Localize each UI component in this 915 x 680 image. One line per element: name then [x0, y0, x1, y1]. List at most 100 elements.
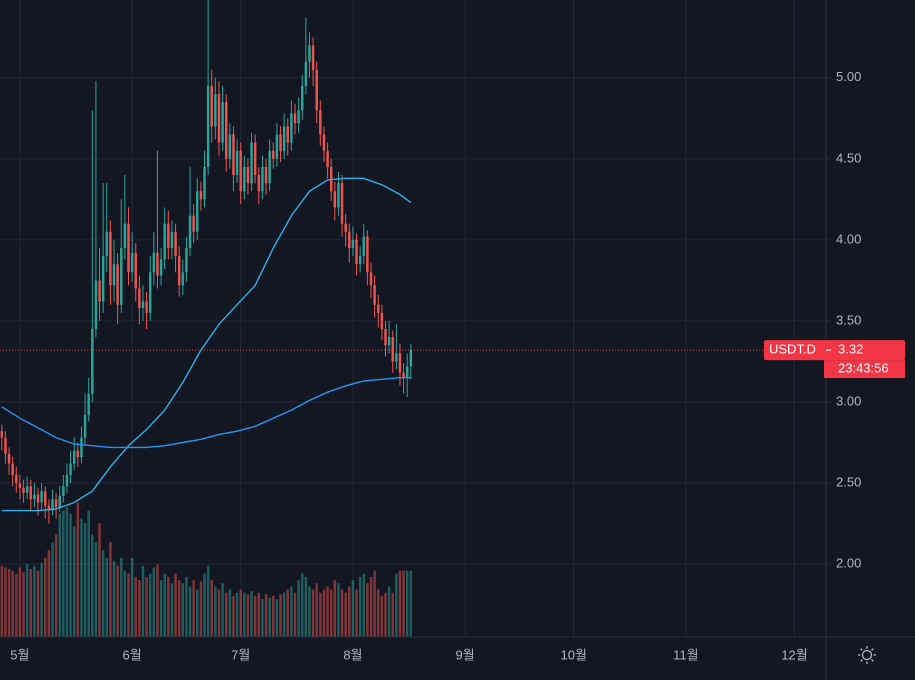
candle-body	[369, 272, 373, 286]
y-tick-label: 4.00	[836, 231, 861, 246]
volume-bar	[250, 591, 253, 637]
volume-bar	[54, 534, 58, 637]
moving-average-line	[1, 377, 411, 449]
volume-bar	[322, 589, 326, 637]
volume-bar	[4, 567, 7, 637]
candle-body	[322, 134, 326, 151]
candle-body	[286, 126, 289, 143]
volume-pane	[0, 502, 413, 637]
countdown-label: 23:43:56	[838, 361, 889, 376]
candle-body	[51, 499, 54, 511]
volume-bar	[228, 589, 232, 637]
volume-bar	[7, 569, 11, 637]
candle-body	[409, 350, 413, 367]
y-tick-label: 4.50	[836, 150, 861, 165]
volume-bar	[286, 589, 289, 637]
x-tick-label: 7월	[231, 647, 250, 662]
volume-bar	[377, 589, 380, 637]
moving-average-line	[1, 177, 412, 512]
volume-bar	[40, 562, 43, 637]
candle-body	[145, 301, 148, 313]
volume-bar	[380, 595, 384, 637]
candle-body	[387, 337, 391, 346]
volume-bar	[145, 576, 148, 637]
volume-bar	[58, 513, 61, 637]
volume-bar	[91, 534, 94, 637]
candle-body	[80, 437, 83, 458]
volume-bar	[232, 595, 235, 637]
volume-bar	[206, 565, 210, 637]
volume-bar	[319, 592, 322, 637]
volume-bar	[80, 518, 83, 637]
volume-bar	[272, 595, 275, 637]
candle-body	[47, 505, 51, 511]
volume-bar	[243, 592, 246, 637]
candle-body	[217, 94, 221, 143]
volume-bar	[301, 573, 304, 637]
volume-bar	[326, 586, 329, 637]
candle-body	[123, 223, 127, 248]
gear-teeth	[858, 646, 876, 664]
volume-bar	[33, 565, 36, 637]
volume-bar	[395, 573, 398, 637]
volume-bar	[101, 550, 105, 637]
candle-body	[319, 110, 322, 135]
candle-body	[275, 134, 279, 159]
candle-body	[58, 495, 61, 508]
volume-bar	[344, 592, 347, 637]
candle-body	[33, 494, 36, 500]
candle-body	[297, 110, 300, 124]
volume-bar	[36, 570, 40, 637]
settings-icon[interactable]	[858, 646, 876, 664]
volume-bar	[329, 589, 333, 637]
candle-body	[377, 304, 380, 313]
grid	[0, 0, 826, 637]
candle-body	[105, 231, 109, 257]
candle-body	[152, 252, 156, 273]
volume-bar	[174, 573, 177, 637]
candle-body	[141, 301, 145, 308]
candle-body	[228, 134, 232, 159]
volume-bar	[253, 595, 257, 637]
candle-body	[250, 142, 253, 184]
volume-bar	[405, 570, 409, 637]
volume-bar	[109, 542, 112, 637]
candle-body	[192, 215, 195, 232]
volume-bar	[373, 570, 376, 637]
volume-bar	[105, 558, 109, 637]
volume-bar	[11, 570, 14, 637]
candle-body	[261, 166, 264, 192]
candle-body	[159, 259, 163, 276]
volume-bar	[203, 573, 206, 637]
candle-body	[29, 486, 32, 500]
volume-bar	[235, 592, 239, 637]
volume-bar	[224, 592, 228, 637]
volume-bar	[138, 580, 141, 637]
candle-body	[7, 453, 11, 464]
x-tick-label: 5월	[10, 647, 29, 662]
volume-bar	[29, 569, 32, 637]
y-tick-label: 2.50	[836, 474, 861, 489]
volume-bar	[337, 583, 340, 637]
candle-body	[188, 215, 192, 248]
candle-body	[206, 85, 210, 167]
volume-bar	[120, 558, 123, 637]
volume-bar	[221, 583, 224, 637]
candle-body	[203, 166, 206, 200]
candle-body	[196, 191, 199, 232]
candle-body	[134, 252, 137, 289]
volume-bar	[340, 589, 344, 637]
candle-body	[293, 113, 297, 124]
candle-body	[348, 231, 351, 248]
candle-body	[279, 134, 282, 151]
volume-bar	[156, 564, 159, 637]
volume-bar	[188, 586, 192, 637]
y-tick-label: 5.00	[836, 69, 861, 84]
candle-body	[264, 166, 268, 184]
candle-body	[257, 175, 261, 192]
volume-bar	[391, 592, 394, 637]
volume-bar	[293, 592, 297, 637]
y-tick-label: 2.00	[836, 555, 861, 570]
